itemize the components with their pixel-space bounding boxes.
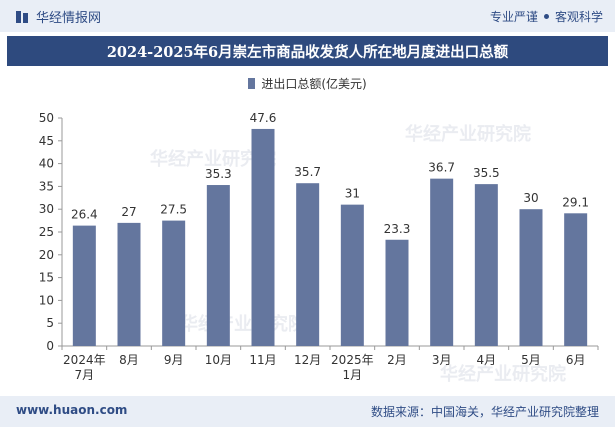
footer-band: www.huaon.com 数据来源：中国海关，华经产业研究院整理 xyxy=(0,396,615,427)
legend-label: 进出口总额(亿美元) xyxy=(261,76,367,91)
tag-left: 专业严谨 xyxy=(489,10,538,24)
bar-chart: 0 5 10 15 20 25 30 35 40 45 50 26.4 2024年 7月 27 8月 27.5 9… xyxy=(39,111,599,382)
data-label: 27.5 xyxy=(160,203,187,217)
bar[interactable] xyxy=(564,213,588,346)
bar[interactable] xyxy=(72,225,96,346)
bar[interactable] xyxy=(474,184,498,346)
logo-icon xyxy=(16,10,30,24)
x-tick-label: 5月 xyxy=(521,353,541,367)
data-label: 27 xyxy=(121,205,136,219)
x-tick-label: 4月 xyxy=(477,353,497,367)
x-tick-label: 2025年 1月 xyxy=(331,353,374,382)
bullet-icon xyxy=(543,14,549,19)
y-tick-label: 25 xyxy=(39,225,54,239)
tag-right: 客观科学 xyxy=(554,10,603,24)
data-label: 36.7 xyxy=(428,161,455,175)
data-label: 35.7 xyxy=(294,165,321,179)
footer-url[interactable]: www.huaon.com xyxy=(16,403,128,417)
bar[interactable] xyxy=(296,183,320,346)
x-tick-label: 3月 xyxy=(432,353,452,367)
legend-swatch xyxy=(248,77,256,89)
header-band: 华经情报网 专业严谨 客观科学 xyxy=(0,0,615,32)
bar[interactable] xyxy=(340,204,364,346)
data-label: 23.3 xyxy=(384,222,411,236)
data-label: 30 xyxy=(523,191,538,205)
y-tick-label: 5 xyxy=(46,316,54,330)
data-label: 29.1 xyxy=(562,195,589,209)
bar[interactable] xyxy=(206,185,230,346)
y-tick-label: 10 xyxy=(39,293,54,307)
bar[interactable] xyxy=(162,220,186,346)
data-label: 35.3 xyxy=(205,167,232,181)
x-tick-label: 6月 xyxy=(566,353,586,367)
bar[interactable] xyxy=(519,209,543,346)
x-tick-label: 10月 xyxy=(205,353,232,367)
y-tick-label: 45 xyxy=(39,134,54,148)
x-tick-label: 11月 xyxy=(249,353,276,367)
data-label: 31 xyxy=(345,187,360,201)
header-tags: 专业严谨 客观科学 xyxy=(490,8,603,25)
chart-title: 2024-2025年6月崇左市商品收发货人所在地月度进出口总额 xyxy=(7,36,608,66)
x-tick-label: 12月 xyxy=(294,353,321,367)
y-tick-label: 50 xyxy=(39,111,54,125)
brand-name: 华经情报网 xyxy=(36,11,102,26)
brand[interactable]: 华经情报网 xyxy=(16,7,101,26)
bar[interactable] xyxy=(430,178,454,346)
x-tick-label: 2月 xyxy=(387,353,407,367)
x-tick-label: 9月 xyxy=(164,353,184,367)
data-label: 35.5 xyxy=(473,166,500,180)
y-tick-label: 0 xyxy=(46,339,54,353)
x-tick-label: 2024年 7月 xyxy=(63,353,106,382)
data-label: 47.6 xyxy=(250,111,277,125)
y-tick-label: 35 xyxy=(39,179,54,193)
bar[interactable] xyxy=(117,222,141,346)
bar[interactable] xyxy=(251,128,275,346)
y-tick-label: 30 xyxy=(39,202,54,216)
footer-source: 数据来源：中国海关，华经产业研究院整理 xyxy=(370,405,599,419)
y-tick-label: 20 xyxy=(39,248,54,262)
y-tick-label: 40 xyxy=(39,157,54,171)
x-tick-label: 8月 xyxy=(119,353,139,367)
bar[interactable] xyxy=(385,239,409,346)
data-label: 26.4 xyxy=(71,208,98,222)
legend: 进出口总额(亿美元) xyxy=(0,74,615,92)
y-tick-label: 15 xyxy=(39,271,54,285)
